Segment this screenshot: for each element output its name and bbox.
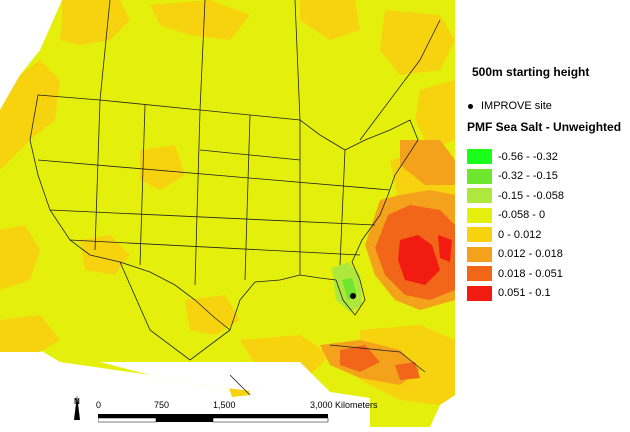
height-title: 500m starting height xyxy=(472,65,590,79)
legend-entry-label: 0 - 0.012 xyxy=(498,228,542,241)
scale-bar-graphic xyxy=(98,414,329,423)
legend-entry: -0.56 - -0.32 xyxy=(467,147,564,167)
north-label: N xyxy=(74,397,80,406)
legend-entry: 0 - 0.012 xyxy=(467,225,564,245)
legend-swatch xyxy=(467,188,492,204)
scale-tick-3000: 3,000 Kilometers xyxy=(310,400,378,410)
site-dot-icon xyxy=(468,103,473,109)
legend-swatch xyxy=(467,227,492,243)
legend-entry-label: -0.32 - -0.15 xyxy=(498,170,558,183)
region-max-positive xyxy=(398,235,452,285)
legend-title: PMF Sea Salt - Unweighted xyxy=(467,120,622,134)
legend-entry-label: 0.012 - 0.018 xyxy=(498,248,563,261)
scale-bar: 0 750 1,500 3,000 Kilometers xyxy=(78,392,378,427)
scale-tick-0: 0 xyxy=(96,400,102,410)
legend-swatch xyxy=(467,149,492,165)
legend-swatch xyxy=(467,168,492,184)
legend-entry: 0.051 - 0.1 xyxy=(467,284,564,304)
improve-site-marker xyxy=(350,293,356,299)
site-legend-item: IMPROVE site xyxy=(468,100,552,112)
legend-swatch xyxy=(467,207,492,223)
legend-entry: -0.15 - -0.058 xyxy=(467,186,564,206)
legend-entry: -0.32 - -0.15 xyxy=(467,167,564,187)
boundaries xyxy=(29,0,441,396)
legend-entries: -0.56 - -0.32 -0.32 - -0.15 -0.15 - -0.0… xyxy=(467,147,564,303)
domain-base xyxy=(0,0,455,427)
region-low-positive xyxy=(0,0,455,405)
legend-entry: 0.012 - 0.018 xyxy=(467,245,564,265)
scale-tick-750: 750 xyxy=(154,400,170,410)
us-outline xyxy=(29,94,419,331)
legend-entry: -0.058 - 0 xyxy=(467,206,564,226)
legend-swatch xyxy=(467,266,492,282)
legend-entry-label: 0.018 - 0.051 xyxy=(498,267,563,280)
map-svg xyxy=(0,0,455,427)
north-arrow-icon xyxy=(74,395,80,420)
legend-swatch xyxy=(467,246,492,262)
legend-entry-label: -0.56 - -0.32 xyxy=(498,150,558,163)
legend-swatch xyxy=(467,285,492,301)
legend-panel: 500m starting height IMPROVE site PMF Se… xyxy=(460,0,630,427)
legend-entry-label: 0.051 - 0.1 xyxy=(498,287,551,300)
map-panel xyxy=(0,0,455,427)
legend-entry: 0.018 - 0.051 xyxy=(467,264,564,284)
no-data-area xyxy=(100,362,330,392)
site-legend-label: IMPROVE site xyxy=(481,100,552,112)
legend-entry-label: -0.058 - 0 xyxy=(498,209,546,222)
scale-tick-1500: 1,500 xyxy=(213,400,236,410)
legend-entry-label: -0.15 - -0.058 xyxy=(498,189,565,202)
